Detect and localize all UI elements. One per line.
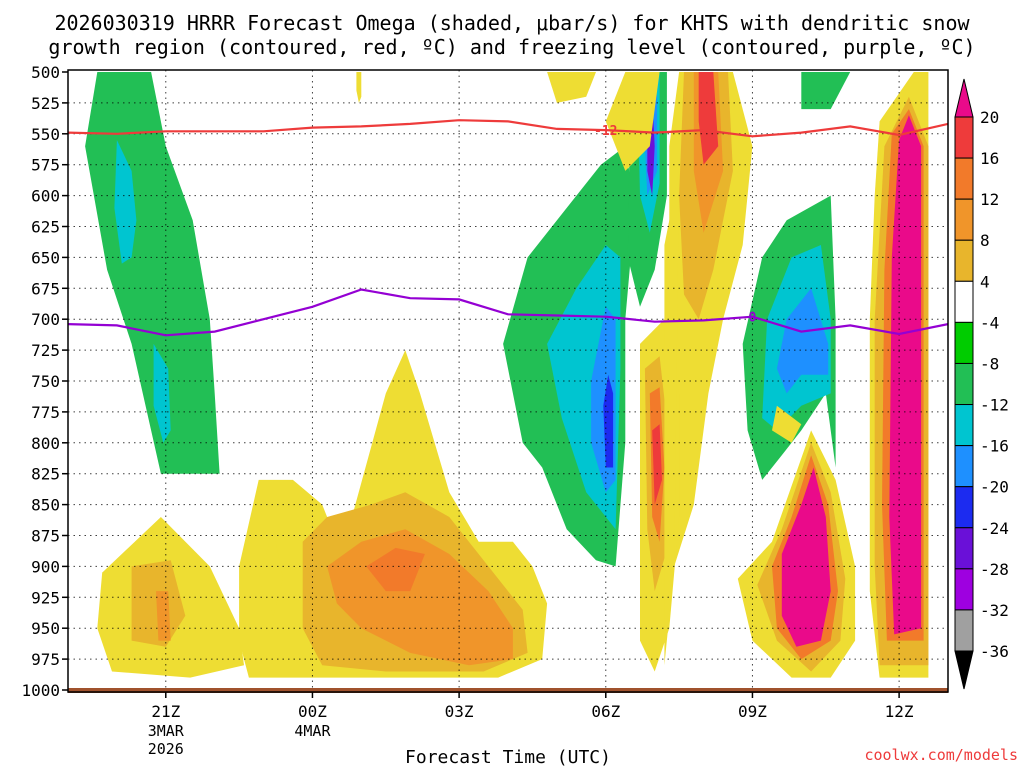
omega-region-32 xyxy=(772,405,802,443)
colorbar-label-20: 20 xyxy=(980,108,999,127)
y-tick-label-625: 625 xyxy=(31,218,60,237)
y-tick-label-775: 775 xyxy=(31,403,60,422)
x-tick-label-21Z: 21Z xyxy=(151,702,180,721)
omega-region-43 xyxy=(664,170,680,666)
colorbar-label--20: -20 xyxy=(980,478,1009,497)
y-tick-label-550: 550 xyxy=(31,125,60,144)
colorbar-band--12-to--16 xyxy=(954,404,974,447)
x-tick-label-09Z: 09Z xyxy=(738,702,767,721)
y-tick-label-800: 800 xyxy=(31,434,60,453)
y-tick-label-850: 850 xyxy=(31,496,60,515)
x-tick-label-06Z: 06Z xyxy=(591,702,620,721)
y-tick-label-600: 600 xyxy=(31,187,60,206)
colorbar-band--16-to--20 xyxy=(954,445,974,488)
x-tick-year-21Z: 2026 xyxy=(148,740,184,758)
x-axis-title: Forecast Time (UTC) xyxy=(405,747,611,768)
colorbar-band-4-to--4 xyxy=(954,280,974,323)
x-tick-label-12Z: 12Z xyxy=(885,702,914,721)
y-tick-label-575: 575 xyxy=(31,156,60,175)
colorbar-label-16: 16 xyxy=(980,149,999,168)
colorbar-band--28-to--32 xyxy=(954,568,974,611)
colorbar-label--4: -4 xyxy=(980,313,999,332)
omega-region-13 xyxy=(776,288,829,394)
y-tick-label-725: 725 xyxy=(31,341,60,360)
gridlines xyxy=(68,70,948,692)
y-tick-label-900: 900 xyxy=(31,557,60,576)
credit-link[interactable]: coolwx.com/models xyxy=(864,746,1018,764)
colorbar-label--32: -32 xyxy=(980,601,1009,620)
colorbar-band--20-to--24 xyxy=(954,486,974,529)
plot-area: -12 0 xyxy=(67,69,949,693)
x-tick-date-00Z: 4MAR xyxy=(294,722,331,740)
colorbar-bottom-arrow xyxy=(954,650,974,690)
colorbar-label-8: 8 xyxy=(980,231,990,250)
chart-title-line-1: 2026030319 HRRR Forecast Omega (shaded, … xyxy=(54,11,970,35)
y-tick-label-925: 925 xyxy=(31,588,60,607)
contour-label-1: 0 xyxy=(749,311,757,326)
y-tick-label-500: 500 xyxy=(31,63,60,82)
colorbar-label--36: -36 xyxy=(980,642,1009,661)
contour-label-0: -12 xyxy=(594,124,617,139)
omega-region-41 xyxy=(356,72,362,103)
omega-region-1 xyxy=(114,140,137,264)
colorbar-band-20-to-16 xyxy=(954,116,974,159)
omega-region-14 xyxy=(801,72,851,110)
omega-colorbar: 20 16 12 8 4 -4 -8 -12 -16 -20 -24 -28 -32 -36 xyxy=(954,78,1009,690)
omega-region-31 xyxy=(781,467,831,647)
y-axis-pressure: 500 525 550 575 600 625 650 675 700 725 750 775 800 8… xyxy=(21,63,68,700)
chart-title-line-2: growth region (contoured, red, ºC) and f… xyxy=(48,35,975,59)
colorbar-band-16-to-12 xyxy=(954,157,974,200)
omega-region-39 xyxy=(366,547,425,592)
colorbar-band--8-to--12 xyxy=(954,362,974,406)
colorbar-band--24-to--28 xyxy=(954,527,974,570)
y-tick-label-1000: 1000 xyxy=(21,681,60,700)
temperature-contours: -12 0 xyxy=(68,119,948,337)
colorbar-label--8: -8 xyxy=(980,354,999,373)
omega-region-42 xyxy=(547,72,596,103)
omega-region-40 xyxy=(258,529,284,616)
y-tick-label-950: 950 xyxy=(31,619,60,638)
omega-region-19 xyxy=(698,72,719,165)
omega-region-23 xyxy=(652,424,662,505)
colorbar-label-4: 4 xyxy=(980,272,990,291)
colorbar-band--4-to--8 xyxy=(954,321,974,364)
x-tick-label-03Z: 03Z xyxy=(445,702,474,721)
y-tick-label-825: 825 xyxy=(31,465,60,484)
colorbar-label-12: 12 xyxy=(980,190,999,209)
y-tick-label-975: 975 xyxy=(31,650,60,669)
y-tick-label-700: 700 xyxy=(31,310,60,329)
y-tick-label-525: 525 xyxy=(31,94,60,113)
colorbar-label--28: -28 xyxy=(980,560,1009,579)
colorbar-top-arrow xyxy=(954,78,974,118)
colorbar-band-12-to-8 xyxy=(954,198,974,241)
y-tick-label-675: 675 xyxy=(31,279,60,298)
omega-region-35 xyxy=(156,591,171,641)
y-tick-label-875: 875 xyxy=(31,527,60,546)
y-tick-label-650: 650 xyxy=(31,248,60,267)
omega-region-15 xyxy=(605,72,660,171)
contour-line-1 xyxy=(68,288,948,337)
colorbar-label--12: -12 xyxy=(980,396,1009,415)
ground-strip xyxy=(68,688,948,693)
colorbar-band-8-to-4 xyxy=(954,239,974,282)
y-tick-label-750: 750 xyxy=(31,372,60,391)
omega-region-2 xyxy=(153,343,171,443)
x-tick-label-00Z: 00Z xyxy=(298,702,327,721)
omega-region-27 xyxy=(889,115,922,635)
x-tick-date-21Z: 3MAR xyxy=(148,722,185,740)
contour-line-0 xyxy=(68,119,948,138)
colorbar-label--16: -16 xyxy=(980,437,1009,456)
colorbar-band--32-to--36 xyxy=(954,609,974,652)
colorbar-label--24: -24 xyxy=(980,519,1009,538)
